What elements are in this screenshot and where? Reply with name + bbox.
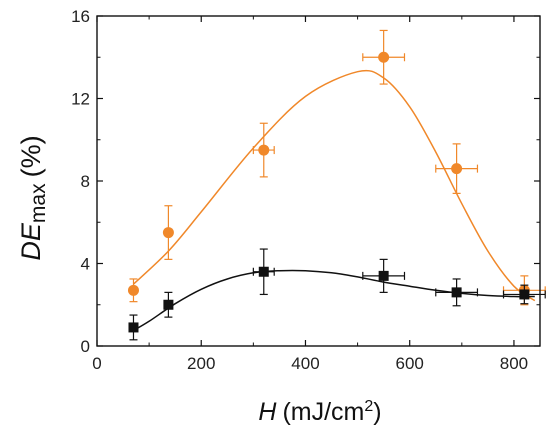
x-axis-symbol: H (258, 398, 277, 426)
marker-circle (378, 51, 390, 63)
y-axis-subscript: max (27, 183, 50, 223)
x-tick-label: 600 (396, 354, 424, 373)
data-point-series-2-4 (362, 258, 406, 293)
y-axis-symbol: DE (16, 222, 46, 260)
marker-circle (258, 144, 270, 156)
x-axis-unit-superscript: 2 (364, 398, 373, 415)
y-axis-unit: (%) (16, 135, 46, 177)
data-point-series-1-4 (362, 29, 406, 85)
data-point-series-1-1 (127, 278, 139, 303)
fit-curve-series-1 (132, 69, 536, 302)
data-point-series-1-2 (162, 205, 174, 260)
x-tick-label: 400 (291, 354, 319, 373)
y-tick-label: 16 (71, 7, 90, 26)
y-tick-label: 0 (81, 337, 90, 356)
x-tick-label: 0 (92, 354, 101, 373)
x-tick-label: 200 (187, 354, 215, 373)
x-tick-label: 800 (500, 354, 528, 373)
data-point-series-2-1 (128, 314, 139, 341)
marker-square (451, 287, 462, 298)
marker-circle (451, 163, 463, 175)
plot-area (127, 29, 546, 341)
x-axis-title: H (mJ/cm2) (258, 398, 381, 426)
marker-square (163, 299, 174, 310)
marker-square (128, 322, 139, 333)
y-tick-label: 8 (81, 172, 90, 191)
data-point-series-2-3 (252, 248, 275, 296)
y-axis-title: DEmax (%) (16, 135, 50, 260)
y-tick-label: 4 (81, 255, 90, 274)
marker-circle (162, 227, 174, 239)
axes: 0 200 400 600 800 0 4 8 12 16 (71, 7, 541, 373)
plot-frame (96, 15, 541, 347)
x-axis-unit: (mJ/cm (282, 398, 364, 426)
x-axis-unit-close: ) (373, 398, 381, 426)
marker-circle (127, 284, 139, 296)
marker-square (258, 266, 269, 277)
y-tick-label: 12 (71, 90, 90, 109)
data-point-series-2-2 (163, 291, 174, 318)
data-point-series-1-3 (252, 122, 275, 178)
data-point-series-2-6 (502, 284, 546, 305)
marker-square (519, 289, 530, 300)
data-point-series-2-5 (435, 278, 479, 307)
fit-curve-series-2 (133, 269, 535, 332)
marker-square (378, 270, 389, 281)
data-point-series-1-5 (435, 143, 479, 194)
